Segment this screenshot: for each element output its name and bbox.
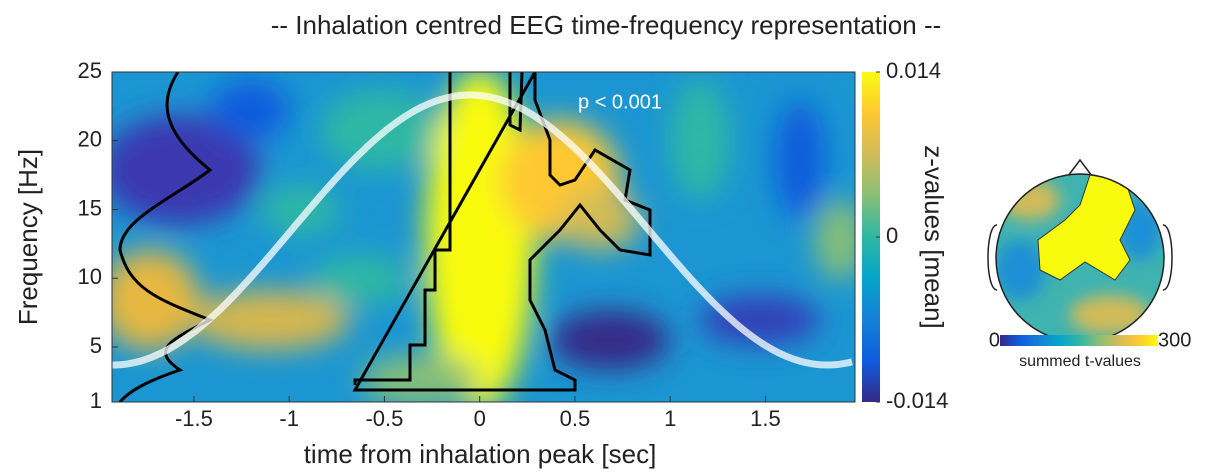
- topomap: [987, 158, 1173, 343]
- colorbar-tick-label: 0: [886, 223, 898, 248]
- colorbar-tick-label: 0.014: [886, 58, 941, 83]
- y-axis-label: Frequency [Hz]: [13, 149, 43, 325]
- y-tick-label: 20: [78, 127, 102, 152]
- topomap-tick-label: 300: [1158, 329, 1191, 351]
- x-tick-label: 0: [474, 406, 486, 431]
- y-tick-label: 5: [90, 333, 102, 358]
- topomap-tick-label: 0: [989, 329, 1000, 351]
- topomap-label: summed t-values: [1019, 353, 1141, 370]
- y-tick-label: 10: [78, 264, 102, 289]
- heatmap: [112, 72, 855, 402]
- x-tick-label: 1: [664, 406, 676, 431]
- y-tick-label: 25: [78, 58, 102, 83]
- annotation: p < 0.001: [578, 91, 662, 113]
- colorbar-tick-label: -0.014: [886, 388, 948, 413]
- x-axis-label: time from inhalation peak [sec]: [304, 439, 657, 469]
- x-tick-label: -1.5: [175, 406, 213, 431]
- chart-title: -- Inhalation centred EEG time-frequency…: [271, 10, 942, 40]
- y-tick-label: 15: [78, 195, 102, 220]
- colorbar-label: z-values [mean]: [919, 145, 949, 329]
- x-tick-label: -0.5: [365, 406, 403, 431]
- colorbar: [862, 72, 880, 402]
- x-tick-label: -1: [279, 406, 299, 431]
- topomap-colorbar: [1000, 335, 1158, 346]
- plot-frame: [111, 71, 856, 403]
- x-tick-label: 1.5: [750, 406, 781, 431]
- x-tick-label: 0.5: [560, 406, 591, 431]
- y-tick-label: 1: [90, 388, 102, 413]
